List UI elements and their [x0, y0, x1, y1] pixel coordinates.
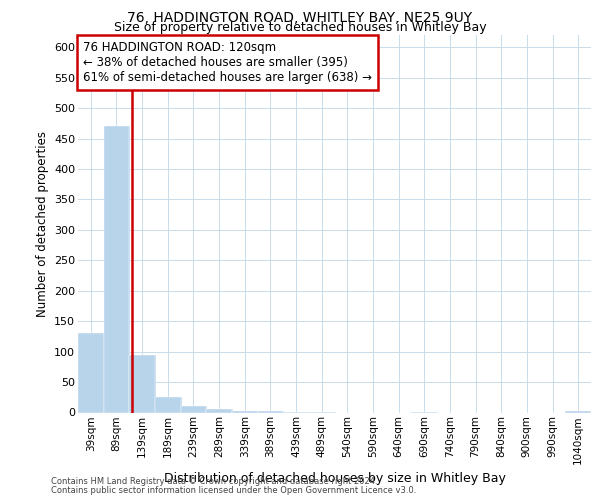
Bar [206, 410, 232, 412]
Bar [78, 334, 104, 412]
Text: Contains public sector information licensed under the Open Government Licence v3: Contains public sector information licen… [51, 486, 416, 495]
Bar [130, 354, 155, 412]
Y-axis label: Number of detached properties: Number of detached properties [35, 130, 49, 317]
Bar [78, 334, 104, 412]
Bar [155, 398, 181, 412]
Bar [206, 410, 232, 412]
Bar [232, 410, 257, 412]
Bar [155, 398, 181, 412]
X-axis label: Distribution of detached houses by size in Whitley Bay: Distribution of detached houses by size … [164, 472, 505, 485]
Bar [104, 126, 130, 412]
Text: Contains HM Land Registry data © Crown copyright and database right 2024.: Contains HM Land Registry data © Crown c… [51, 477, 377, 486]
Text: Size of property relative to detached houses in Whitley Bay: Size of property relative to detached ho… [113, 22, 487, 35]
Bar [130, 354, 155, 412]
Text: 76, HADDINGTON ROAD, WHITLEY BAY, NE25 9UY: 76, HADDINGTON ROAD, WHITLEY BAY, NE25 9… [127, 11, 473, 25]
Bar [104, 126, 130, 412]
Bar [232, 410, 257, 412]
Bar [181, 406, 206, 412]
Text: 76 HADDINGTON ROAD: 120sqm
← 38% of detached houses are smaller (395)
61% of sem: 76 HADDINGTON ROAD: 120sqm ← 38% of deta… [83, 40, 372, 84]
Bar [181, 406, 206, 412]
